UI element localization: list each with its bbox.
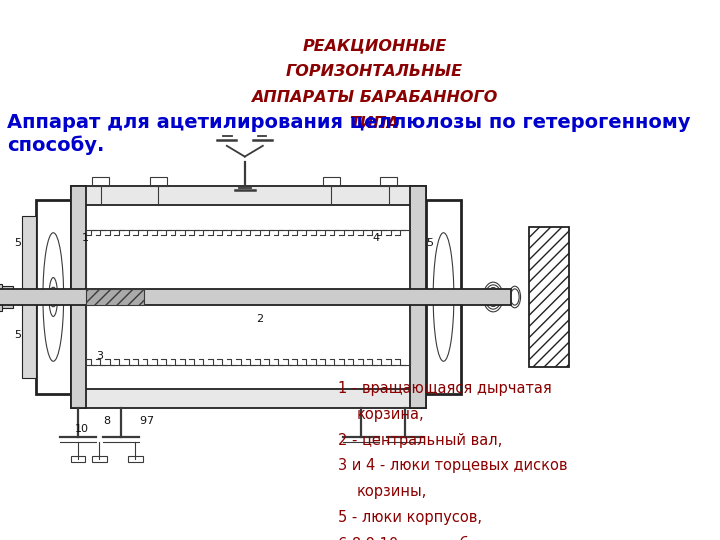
Text: 4: 4 <box>372 233 379 242</box>
Bar <box>0 284 2 310</box>
Text: 10: 10 <box>74 424 89 434</box>
Bar <box>1 286 13 308</box>
Bar <box>92 177 109 186</box>
Bar <box>380 177 397 186</box>
Text: 2: 2 <box>256 314 263 323</box>
Text: 2 - центральный вал,: 2 - центральный вал, <box>338 433 503 448</box>
Bar <box>36 200 71 394</box>
Bar <box>410 186 426 408</box>
Bar <box>92 456 107 462</box>
Text: ГОРИЗОНТАЛЬНЫЕ: ГОРИЗОНТАЛЬНЫЕ <box>286 64 463 79</box>
Bar <box>323 177 340 186</box>
Bar <box>150 177 167 186</box>
Text: Аппарат для ацетилирования целлюлозы по гетерогенному
способу.: Аппарат для ацетилирования целлюлозы по … <box>7 113 690 155</box>
Text: корзины,: корзины, <box>356 484 427 500</box>
Bar <box>0 289 511 305</box>
Bar <box>426 200 461 394</box>
Text: 7: 7 <box>146 416 153 426</box>
Text: 1 - вращающаяся дырчатая: 1 - вращающаяся дырчатая <box>338 381 552 396</box>
Text: 6,8,9,10 – патрубки,: 6,8,9,10 – патрубки, <box>338 536 492 540</box>
Text: РЕАКЦИОННЫЕ: РЕАКЦИОННЫЕ <box>302 38 446 53</box>
Text: 3: 3 <box>96 352 103 361</box>
Text: 1: 1 <box>82 233 89 242</box>
Text: ТИПА: ТИПА <box>349 116 400 131</box>
Bar <box>71 186 86 408</box>
Text: 5: 5 <box>14 238 22 248</box>
Bar <box>71 186 426 205</box>
Bar <box>86 230 410 364</box>
Bar <box>529 227 569 367</box>
Bar <box>86 289 144 305</box>
Text: 5: 5 <box>426 238 433 248</box>
Text: 5 - люки корпусов,: 5 - люки корпусов, <box>338 510 482 525</box>
Bar <box>128 456 143 462</box>
Text: 5: 5 <box>14 330 22 340</box>
Text: 3 и 4 - люки торцевых дисков: 3 и 4 - люки торцевых дисков <box>338 458 568 474</box>
Bar <box>22 216 36 378</box>
Text: АППАРАТЫ БАРАБАННОГО: АППАРАТЫ БАРАБАННОГО <box>251 90 498 105</box>
Text: корзина,: корзина, <box>356 407 424 422</box>
Bar <box>71 389 426 408</box>
Text: 9: 9 <box>139 416 146 426</box>
Text: 8: 8 <box>103 416 110 426</box>
Bar <box>71 456 85 462</box>
